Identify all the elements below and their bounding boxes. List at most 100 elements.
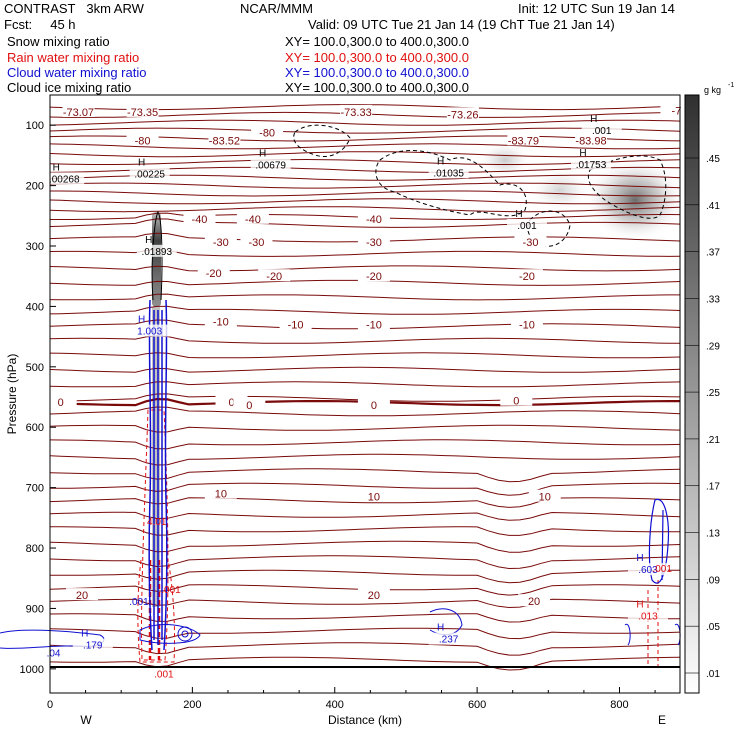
temperature-label: 0: [58, 397, 64, 409]
temperature-label-bg: [518, 594, 551, 607]
temperature-label: 10: [215, 489, 227, 501]
high-value-label: .237: [439, 635, 459, 646]
center-name: NCAR/MMM: [240, 1, 313, 16]
temperature-label: -20: [206, 268, 222, 280]
isotherm-line: [49, 206, 681, 213]
field-rain-name: Rain water mixing ratio: [7, 50, 140, 65]
temperature-label: -20: [366, 271, 382, 283]
valid-time: Valid: 09 UTC Tue 21 Jan 14 (19 ChT Tue …: [308, 17, 615, 32]
temperature-label-bg: [500, 393, 533, 406]
high-marker: H: [259, 148, 266, 159]
minor-contour-label: .001: [161, 585, 181, 596]
high-value-label: .001: [517, 221, 537, 232]
high-marker: H: [579, 148, 586, 159]
temperature-label-bg: [126, 133, 159, 146]
high-label-bg: [428, 632, 469, 645]
temperature-label-bg: [233, 397, 266, 410]
isotherm-line: [49, 627, 681, 640]
temperature-label-bg: [251, 125, 284, 138]
isotherm-line: [49, 642, 681, 656]
temperature-label-bg: [126, 104, 159, 117]
temperature-label: -80: [135, 135, 151, 147]
x-tick-label: 800: [610, 699, 628, 711]
colorbar-tick-label: .33: [706, 294, 720, 305]
y-tick-label: 1000: [20, 664, 44, 676]
field-cloud-ice-name: Cloud ice mixing ratio: [7, 80, 132, 95]
high-marker: H: [145, 235, 152, 246]
temperature-label-bg: [357, 269, 390, 282]
temperature-contours: [49, 104, 681, 671]
contour-labels: -73.07 -73.35 -73.33 -73.26 -7 -80 -80 -83.52 -8…: [44, 103, 693, 681]
isotherm-line: [49, 182, 681, 189]
ice-shading-right2: [530, 168, 590, 212]
isotherm-line: [49, 119, 681, 126]
isotherm-line: [49, 305, 681, 315]
high-label-bg: [129, 167, 170, 180]
field-snow-xy: XY= 100.0,300.0 to 400.0,300.0: [285, 34, 469, 49]
snow-column-outline: [151, 211, 163, 301]
temperature-label-bg: [357, 234, 390, 247]
x-tick-label: 400: [326, 699, 344, 711]
high-label-bg: [506, 218, 547, 231]
isotherm-line: [49, 613, 680, 623]
isotherm-line: [50, 190, 681, 197]
isotherm-line: [49, 540, 681, 553]
cloud-water-cell: [177, 626, 193, 642]
temperature-label: 10: [368, 492, 380, 504]
temperature-label-bg: [510, 269, 543, 282]
isotherm-line: [50, 482, 681, 496]
colorbar-tick-label: .37: [706, 248, 720, 259]
temperature-label: -30: [366, 237, 382, 249]
colorbar-tick-label: .45: [706, 154, 720, 165]
rain-contour-column: [141, 409, 169, 661]
ice-shading-right: [585, 158, 685, 242]
temperature-label-bg: [446, 107, 479, 120]
temperature-label: -80: [259, 127, 275, 139]
ice-contour-center: [375, 150, 527, 217]
temperature-label-bg: [357, 211, 390, 224]
temperature-label: -30: [248, 237, 264, 249]
temperature-label: -83.79: [508, 135, 539, 147]
snow-ice-shading: [152, 142, 685, 607]
temperature-label: -7: [672, 106, 682, 118]
isotherm-line: [49, 424, 681, 433]
temperature-label: -10: [213, 317, 229, 329]
x-tick-label: 200: [183, 699, 201, 711]
minor-contour-label: .001: [154, 670, 174, 681]
temperature-label: -40: [192, 214, 208, 226]
temperature-label-bg: [66, 588, 99, 601]
high-marker: H: [515, 209, 522, 220]
high-marker: H: [636, 553, 643, 564]
cloud-water-cell-inner: [181, 630, 189, 638]
temperature-label: -40: [366, 214, 382, 226]
temperature-label-bg: [240, 234, 273, 247]
high-label-bg: [571, 157, 612, 170]
cloud-water-column: [148, 299, 168, 651]
x-tick-label: 0: [47, 699, 53, 711]
high-marker: H: [590, 114, 597, 125]
temperature-label-bg: [62, 104, 95, 117]
temperature-label: -73.33: [341, 107, 372, 119]
high-label-bg: [129, 324, 170, 337]
snow-column-shading-low: [152, 307, 160, 607]
colorbar-tick-label: .01: [706, 669, 720, 680]
rain-contour-right: [647, 580, 659, 668]
isotherm-line: [49, 569, 680, 584]
high-value-label: .013: [638, 612, 658, 623]
temperature-label: -10: [288, 320, 304, 332]
isotherm-line: [49, 468, 681, 483]
east-label: E: [658, 713, 666, 727]
temperature-label-bg: [204, 486, 237, 499]
y-axis-label: Pressure (hPa): [5, 354, 19, 435]
colorbar-tick-label: .41: [706, 201, 720, 212]
y-tick-label: 100: [26, 120, 44, 132]
temperature-label-bg: [44, 394, 77, 407]
field-cloud-water-name: Cloud water mixing ratio: [7, 65, 147, 80]
colorbar-ramp: [684, 94, 700, 694]
temperature-label-bg: [236, 211, 269, 224]
plot-frame: [49, 94, 681, 694]
x-axis-label: Distance (km): [328, 713, 402, 727]
colorbar-unit-exponent: -1: [728, 82, 734, 89]
